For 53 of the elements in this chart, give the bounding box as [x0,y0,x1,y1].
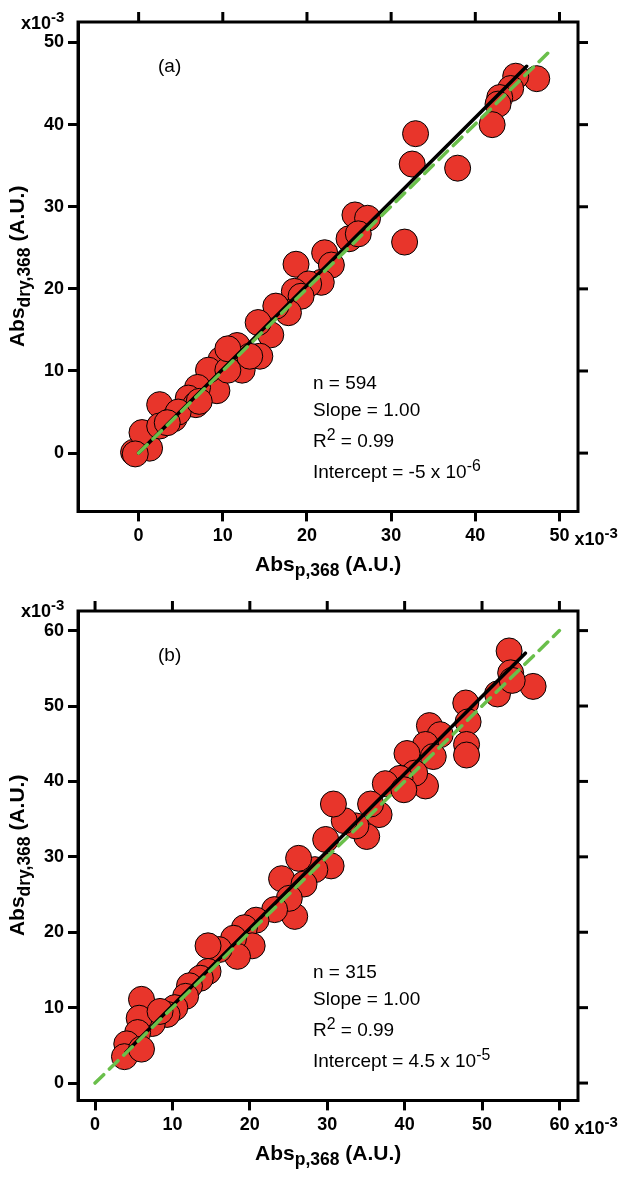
x-tick-label: 60 [549,1114,570,1135]
x-tick-label: 20 [239,1114,260,1135]
text: x10$^{-3}$ [574,524,618,550]
x-tick-label: 0 [90,1114,101,1135]
annotation: Intercept = -5 x 10$^{-6}$ [313,457,481,483]
point [391,228,419,256]
y-tick-label: 30 [43,845,65,866]
x-tick-label: 10 [212,525,233,546]
y-tick-label: 50 [43,694,65,715]
point [398,150,426,178]
annotation: Slope = 1.00 [313,399,422,421]
annotation: (b) [158,644,182,666]
annotation: Intercept = 4.5 x 10$^{-5}$ [313,1046,491,1072]
y-tick-label: 0 [54,442,65,463]
x-tick-label: 40 [394,1114,415,1135]
point [319,790,347,818]
text: x10$^{-3}$ [574,1113,618,1139]
y-tick-label: 20 [43,277,65,298]
x-axis-title: Abs$_{p,368}$ (A.U.) [255,552,402,581]
y-tick-label: 40 [43,770,65,791]
point [194,932,222,960]
x-tick-label: 50 [472,1114,493,1135]
annotation: R$^{2}$ = 0.99 [313,1015,396,1041]
point [282,250,310,278]
point [453,741,481,769]
text: x10$^{-3}$ [21,7,65,33]
x-tick-label: 30 [381,525,402,546]
x-axis-title: Abs$_{p,368}$ (A.U.) [255,1141,402,1170]
x-tick-label: 20 [296,525,317,546]
x-tick-label: 50 [549,525,570,546]
point [478,111,506,139]
annotation: n = 315 [313,961,378,983]
annotation: n = 594 [313,372,378,394]
y-tick-label: 0 [54,1072,65,1093]
y-tick-label: 10 [43,359,65,380]
y-tick-label: 10 [43,996,65,1017]
y-tick-label: 60 [43,619,65,640]
point [402,120,430,148]
annotation: (a) [158,55,182,77]
x-tick-label: 0 [133,525,144,546]
y-tick-label: 30 [43,195,65,216]
x-tick-label: 30 [317,1114,338,1135]
point [444,154,472,182]
y-tick-label: 20 [43,921,65,942]
text: x10$^{-3}$ [21,595,65,621]
point [214,335,242,363]
annotation: Slope = 1.00 [313,988,422,1010]
annotation: R$^{2}$ = 0.99 [313,426,396,452]
y-tick-label: 50 [43,31,65,52]
point [285,844,313,872]
x-tick-label: 10 [162,1114,183,1135]
y-tick-label: 40 [43,113,65,134]
x-tick-label: 40 [465,525,486,546]
